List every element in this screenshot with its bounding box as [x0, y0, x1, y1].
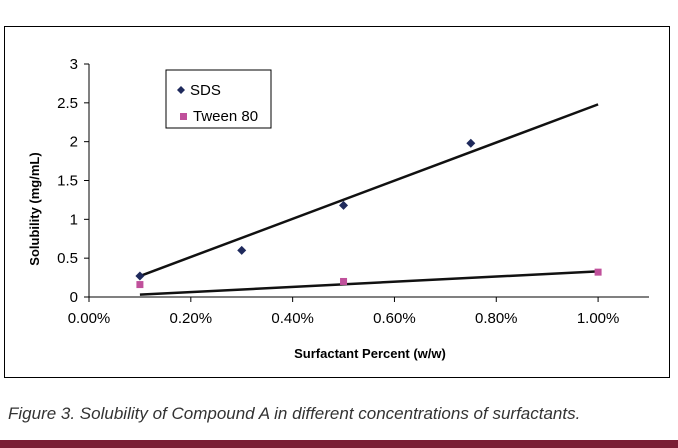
tick-labels: 0 0.5 1 1.5 2 2.5 3 0.00% 0.20% 0.40% 0.60% 0.80% 1.…	[57, 56, 619, 327]
y-tick-label: 0.5	[57, 250, 78, 267]
data-points	[135, 138, 602, 289]
y-tick-label: 2.5	[57, 95, 78, 112]
y-tick-label: 2	[70, 134, 78, 151]
axes	[84, 63, 649, 302]
y-tick-label: 0	[70, 289, 78, 306]
chart-frame: 0 0.5 1 1.5 2 2.5 3 0.00% 0.20% 0.40% 0.60% 0.80% 1.…	[4, 26, 670, 378]
legend-sds-label: SDS	[190, 82, 221, 99]
y-tick-label: 3	[70, 56, 78, 73]
x-tick-label: 0.80%	[475, 310, 518, 327]
sds-point	[237, 245, 247, 255]
sds-point	[339, 200, 349, 210]
x-tick-label: 0.60%	[373, 310, 416, 327]
legend: SDS Tween 80	[165, 69, 272, 129]
x-axis-title: Surfactant Percent (w/w)	[294, 346, 446, 361]
tween80-point	[340, 277, 348, 285]
x-tick-label: 0.40%	[271, 310, 314, 327]
x-tick-label: 0.00%	[68, 310, 111, 327]
figure-caption: Figure 3. Solubility of Compound A in di…	[8, 404, 581, 423]
sds-point	[135, 271, 145, 281]
scatter-chart: 0 0.5 1 1.5 2 2.5 3 0.00% 0.20% 0.40% 0.60% 0.80% 1.…	[27, 56, 649, 361]
legend-sds-marker	[177, 86, 185, 94]
y-axis-title: Solubility (mg/mL)	[27, 152, 42, 265]
legend-tween80-label: Tween 80	[193, 108, 258, 125]
bottom-rule	[0, 440, 678, 448]
tween80-trendline	[139, 270, 599, 296]
sds-trendline	[139, 103, 599, 278]
sds-point	[466, 138, 476, 148]
x-tick-label: 1.00%	[577, 310, 620, 327]
legend-tween80-marker	[180, 113, 187, 120]
tween80-point	[594, 268, 602, 276]
x-tick-label: 0.20%	[170, 310, 213, 327]
tween80-point	[136, 281, 144, 289]
y-tick-label: 1	[70, 211, 78, 228]
y-tick-label: 1.5	[57, 173, 78, 190]
trendlines	[139, 103, 599, 296]
